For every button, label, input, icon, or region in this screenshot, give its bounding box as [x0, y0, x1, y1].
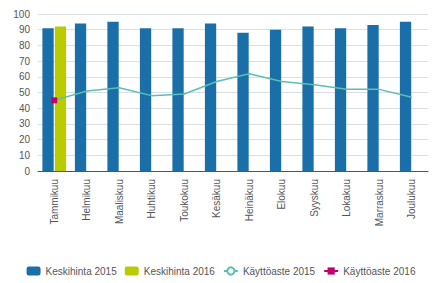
svg-text:70: 70 [19, 56, 31, 67]
svg-text:60: 60 [19, 71, 31, 82]
svg-text:Joulukuu: Joulukuu [406, 179, 417, 219]
svg-text:Kesäkuu: Kesäkuu [211, 179, 222, 218]
svg-text:20: 20 [19, 134, 31, 145]
svg-text:90: 90 [19, 24, 31, 35]
svg-text:Lokakuu: Lokakuu [341, 179, 352, 217]
svg-text:100: 100 [13, 9, 30, 20]
svg-text:Käyttöaste 2015: Käyttöaste 2015 [243, 266, 316, 277]
svg-text:Keskihinta 2015: Keskihinta 2015 [46, 266, 118, 277]
svg-text:0: 0 [24, 166, 30, 177]
svg-text:40: 40 [19, 103, 31, 114]
svg-text:Elokuu: Elokuu [276, 179, 287, 210]
svg-text:50: 50 [19, 87, 31, 98]
svg-text:80: 80 [19, 40, 31, 51]
svg-text:Heinäkuu: Heinäkuu [244, 179, 255, 221]
svg-text:30: 30 [19, 118, 31, 129]
svg-text:Keskihinta 2016: Keskihinta 2016 [144, 266, 216, 277]
svg-text:Maaliskuu: Maaliskuu [114, 179, 125, 224]
svg-text:Marraskuu: Marraskuu [374, 179, 385, 226]
svg-text:Tammikuu: Tammikuu [49, 179, 60, 225]
svg-text:10: 10 [19, 150, 31, 161]
svg-text:Käyttöaste 2016: Käyttöaste 2016 [343, 266, 416, 277]
svg-text:Toukokuu: Toukokuu [179, 179, 190, 222]
svg-text:Helmikuu: Helmikuu [81, 179, 92, 221]
svg-text:Syyskuu: Syyskuu [309, 179, 320, 217]
svg-text:Huhtikuu: Huhtikuu [146, 179, 157, 218]
